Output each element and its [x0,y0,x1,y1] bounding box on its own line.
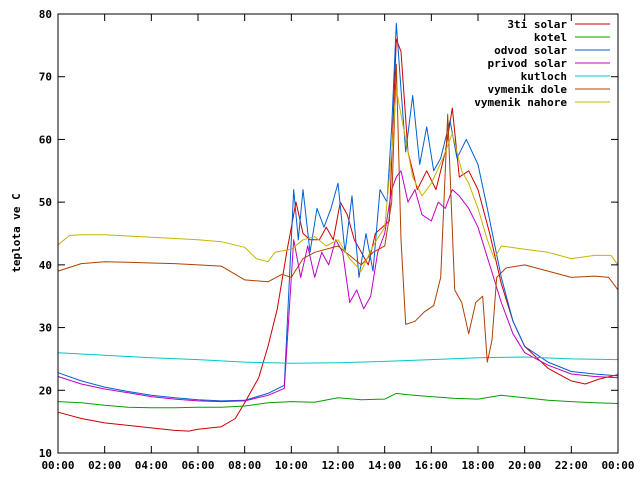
series-line-vymenik-nahore [57,88,619,272]
legend-label: vymenik nahore [474,96,567,109]
x-tick-label: 22:00 [555,459,588,472]
series-line-3ti-solar [57,38,619,432]
legend-label: kotel [534,31,567,44]
series-line-privod-solar [57,170,619,403]
x-tick-label: 08:00 [228,459,261,472]
series-line-kotel [57,392,619,409]
series-line-odvod-solar [57,22,619,402]
y-axis-label: teplota ve C [10,193,23,272]
y-tick-label: 70 [39,71,52,84]
legend-label: vymenik dole [488,83,568,96]
y-tick-label: 40 [39,259,52,272]
y-tick-label: 20 [39,384,52,397]
x-tick-label: 12:00 [321,459,354,472]
x-tick-label: 10:00 [275,459,308,472]
legend-label: odvod solar [494,44,567,57]
x-tick-label: 18:00 [461,459,494,472]
y-tick-label: 50 [39,196,52,209]
y-tick-label: 80 [39,8,52,21]
series-layer [57,22,619,432]
x-tick-label: 16:00 [415,459,448,472]
x-tick-label: 02:00 [88,459,121,472]
legend-label: privod solar [488,57,568,70]
x-tick-label: 20:00 [508,459,541,472]
legend-label: 3ti solar [507,18,567,31]
x-tick-label: 04:00 [135,459,168,472]
y-tick-label: 10 [39,447,52,460]
y-tick-label: 30 [39,322,52,335]
x-tick-label: 14:00 [368,459,401,472]
y-tick-label: 60 [39,133,52,146]
series-line-vymenik-dole [57,63,619,363]
legend-label: kutloch [521,70,567,83]
ticks-layer: 10 20 30 40 50 60 70 80 00:00 02:00 04:00 06:00 08:0… [39,8,635,472]
x-tick-label: 06:00 [181,459,214,472]
x-tick-label: 00:00 [601,459,634,472]
series-line-kutloch [57,352,619,364]
x-tick-label: 00:00 [41,459,74,472]
